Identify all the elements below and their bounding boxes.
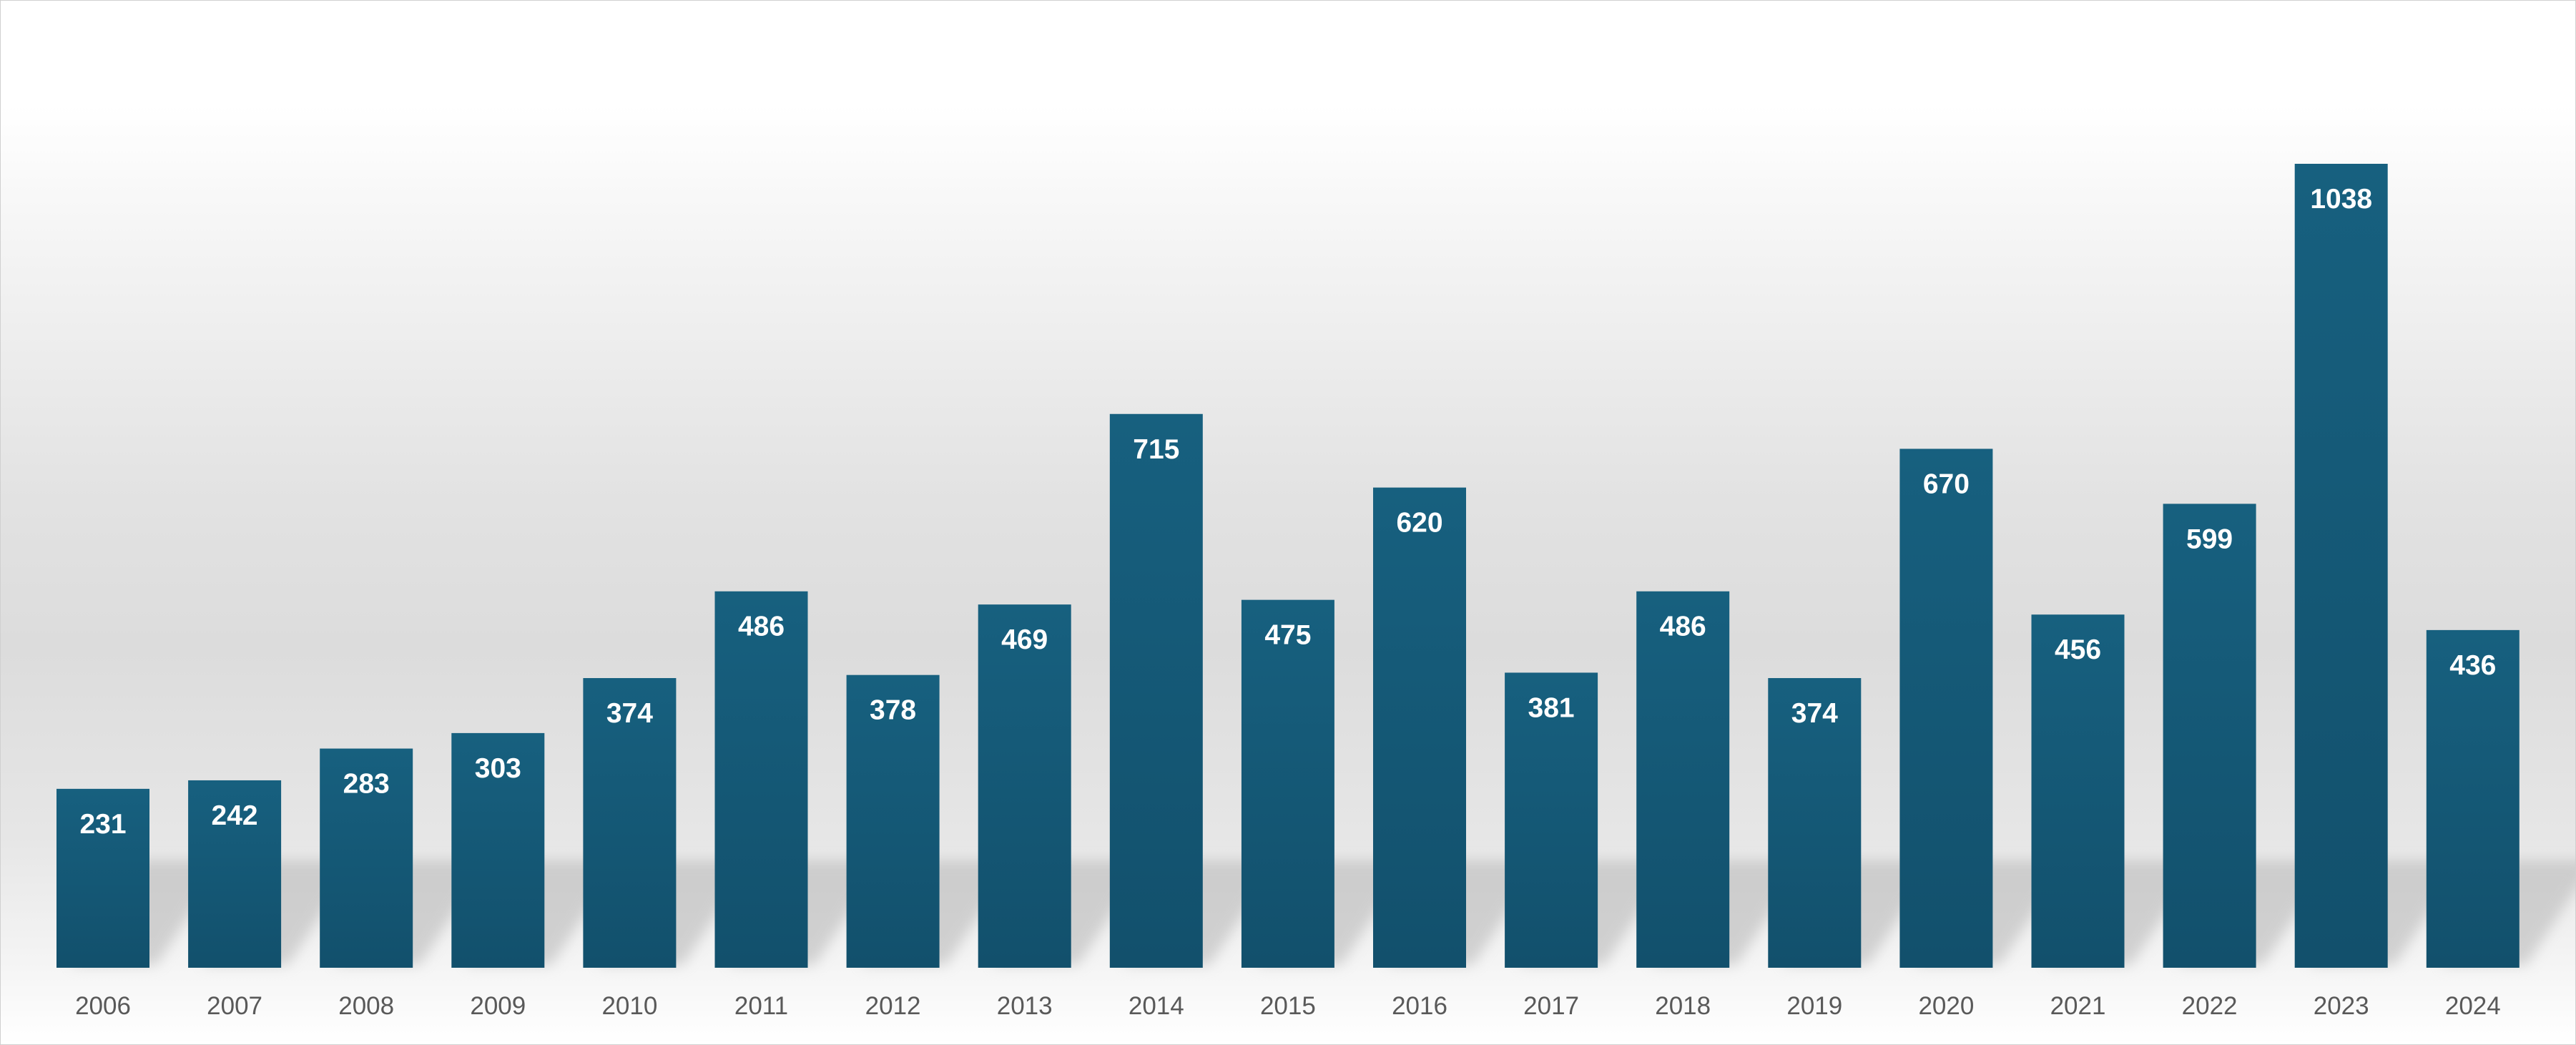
x-tick-2024: 2024: [2445, 992, 2501, 1020]
data-label-2017: 381: [1528, 692, 1575, 723]
bar-2018: [1636, 591, 1730, 968]
bar-2010: [583, 678, 677, 968]
data-label-2009: 303: [475, 753, 521, 784]
bar-2016: [1373, 487, 1466, 968]
data-label-2024: 436: [2449, 650, 2496, 681]
bar-2020: [1899, 448, 1993, 968]
data-label-2006: 231: [79, 809, 126, 840]
bar-2007: [188, 780, 282, 968]
x-tick-2019: 2019: [1786, 992, 1842, 1020]
x-tick-2012: 2012: [865, 992, 921, 1020]
data-label-2016: 620: [1396, 508, 1442, 539]
x-tick-2010: 2010: [601, 992, 657, 1020]
x-tick-2020: 2020: [1918, 992, 1974, 1020]
data-label-2018: 486: [1660, 612, 1706, 642]
bar-2013: [978, 604, 1071, 968]
x-tick-2023: 2023: [2314, 992, 2369, 1020]
data-label-2010: 374: [606, 698, 653, 729]
data-label-2008: 283: [343, 769, 390, 800]
x-tick-2011: 2011: [734, 992, 788, 1020]
data-labels: 231 242 283 303 374 486 378 469 715 475 620 381 486 3…: [79, 184, 2496, 840]
data-label-2015: 475: [1264, 620, 1311, 651]
data-label-2022: 599: [2186, 524, 2233, 554]
bar-2006: [56, 788, 149, 968]
bar-2024: [2426, 629, 2520, 968]
bar-2012: [846, 674, 940, 968]
data-label-2011: 486: [738, 612, 785, 642]
x-tick-2018: 2018: [1655, 992, 1711, 1020]
x-tick-2014: 2014: [1129, 992, 1184, 1020]
bar-2017: [1505, 672, 1598, 968]
x-tick-2021: 2021: [2050, 992, 2106, 1020]
bar-2014: [1109, 413, 1203, 968]
x-tick-2006: 2006: [75, 992, 131, 1020]
data-label-2019: 374: [1791, 698, 1838, 729]
bar-2008: [320, 748, 413, 968]
bar-2023: [2294, 164, 2388, 968]
bar-2009: [451, 732, 545, 968]
data-label-2013: 469: [1001, 624, 1048, 655]
x-tick-2016: 2016: [1392, 992, 1447, 1020]
bar-2021: [2031, 614, 2125, 968]
bar-2015: [1241, 599, 1334, 968]
data-label-2014: 715: [1133, 434, 1179, 465]
data-label-2007: 242: [212, 800, 258, 831]
data-label-2021: 456: [2055, 634, 2101, 665]
data-label-2020: 670: [1923, 468, 1970, 499]
x-tick-2008: 2008: [338, 992, 394, 1020]
x-tick-2007: 2007: [207, 992, 262, 1020]
bars: [56, 164, 2520, 968]
data-label-2023: 1038: [2310, 184, 2372, 215]
x-tick-2009: 2009: [470, 992, 526, 1020]
x-tick-2013: 2013: [997, 992, 1053, 1020]
bar-2011: [714, 591, 808, 968]
x-tick-2015: 2015: [1260, 992, 1316, 1020]
bar-2022: [2163, 504, 2256, 968]
bar-2019: [1768, 678, 1862, 968]
x-axis-tick-labels: 2006 2007 2008 2009 2010 2011 2012 2013 2014 2015…: [75, 992, 2501, 1020]
x-tick-2022: 2022: [2182, 992, 2238, 1020]
x-tick-2017: 2017: [1523, 992, 1579, 1020]
data-label-2012: 378: [870, 695, 916, 726]
